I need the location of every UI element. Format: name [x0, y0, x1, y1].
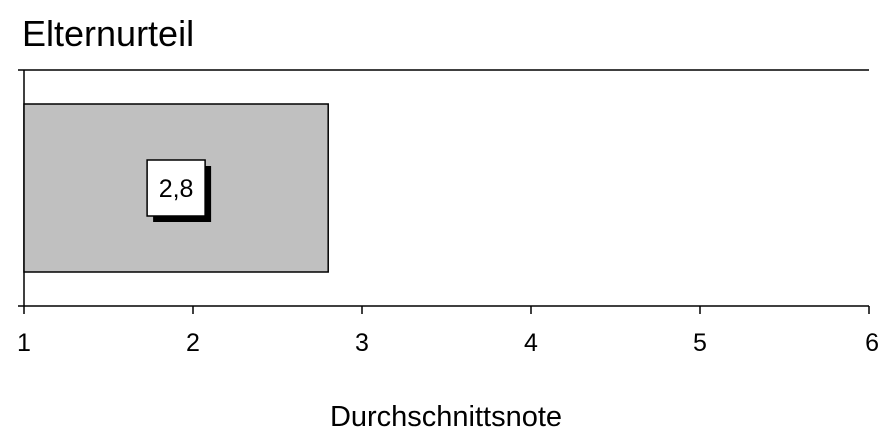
x-tick-label: 1: [17, 329, 31, 357]
x-tick-label: 5: [693, 329, 707, 357]
data-label-box: [146, 159, 206, 217]
plot-area: 1 2 3 4 5 6 2,8: [17, 69, 879, 357]
x-tick-label: 2: [186, 329, 200, 357]
chart-title: Elternurteil: [22, 13, 194, 54]
data-label: 2,8: [159, 175, 194, 203]
x-tick-label: 3: [355, 329, 369, 357]
x-tick-label: 6: [865, 329, 879, 357]
x-axis-title: Durchschnittsnote: [330, 401, 562, 433]
x-tick-label: 4: [524, 329, 538, 357]
